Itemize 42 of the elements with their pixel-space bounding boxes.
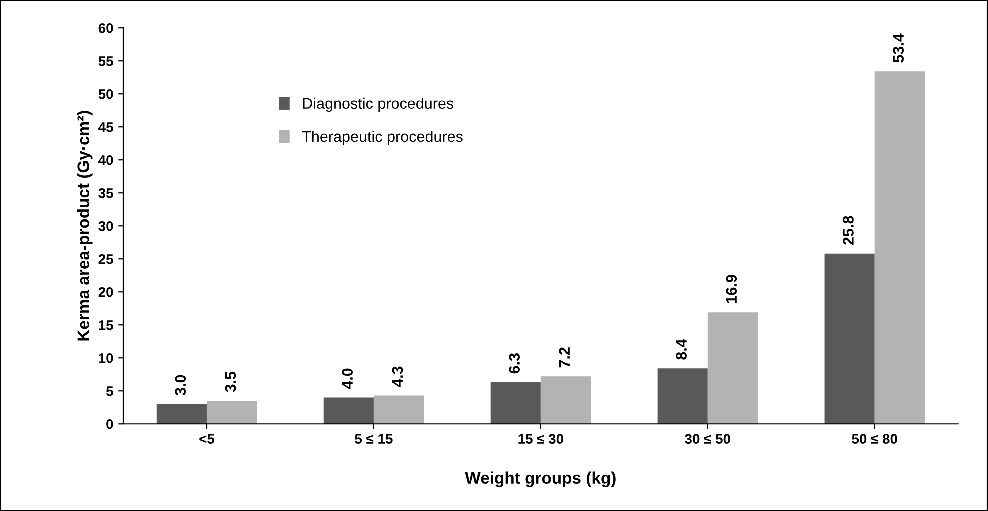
data-label: 6.3: [509, 354, 520, 374]
bar: [874, 72, 925, 424]
bar: [540, 376, 592, 424]
legend-label: Therapeutic procedures: [302, 130, 463, 146]
bar: [324, 398, 374, 424]
y-tick-label: 45: [98, 122, 114, 132]
bar: [658, 368, 708, 424]
y-tick-label: 20: [98, 287, 114, 298]
y-axis-title: Kerma area-product (Gy·cm²): [77, 111, 93, 341]
y-tick-label: 0: [106, 419, 114, 430]
x-tick-label: 15 ≤ 30: [518, 434, 564, 444]
bar: [490, 382, 541, 424]
data-label: 16.9: [726, 275, 738, 304]
x-axis-title: Weight groups (kg): [465, 472, 616, 488]
y-tick-label: 40: [98, 155, 114, 166]
y-tick-label: 25: [98, 254, 114, 264]
x-tick-label: <5: [200, 434, 215, 444]
y-tick-label: 5: [106, 386, 114, 396]
bar: [156, 404, 207, 424]
x-tick-label: 5 ≤ 15: [355, 434, 393, 444]
bar: [374, 396, 424, 424]
data-label: 8.4: [676, 339, 687, 360]
bar: [206, 401, 258, 424]
data-label: 25.8: [843, 216, 854, 245]
data-label: 7.2: [559, 348, 570, 368]
y-tick-label: 10: [99, 353, 114, 364]
data-label: 4.0: [342, 368, 354, 390]
y-tick-label: 60: [98, 23, 114, 34]
x-tick-label: 30 ≤ 50: [685, 434, 730, 444]
data-label: 53.4: [893, 34, 904, 63]
y-tick-label: 15: [99, 320, 114, 330]
data-label: 3.5: [225, 372, 236, 392]
bar: [708, 312, 758, 424]
data-label: 3.0: [175, 375, 186, 396]
data-label: 4.3: [392, 366, 404, 388]
y-tick-label: 30: [98, 221, 114, 232]
y-tick-label: 50: [98, 89, 114, 100]
bar: [824, 254, 875, 424]
x-tick-label: 50 ≤ 80: [852, 434, 898, 444]
y-tick-label: 35: [98, 188, 114, 198]
legend-label: Diagnostic procedures: [303, 98, 454, 112]
y-tick-label: 55: [98, 56, 114, 66]
